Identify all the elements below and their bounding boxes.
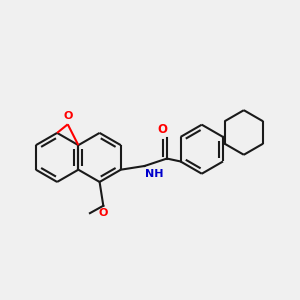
Text: O: O: [63, 111, 72, 122]
Text: NH: NH: [145, 169, 164, 179]
Text: O: O: [158, 123, 167, 136]
Text: O: O: [99, 208, 108, 218]
